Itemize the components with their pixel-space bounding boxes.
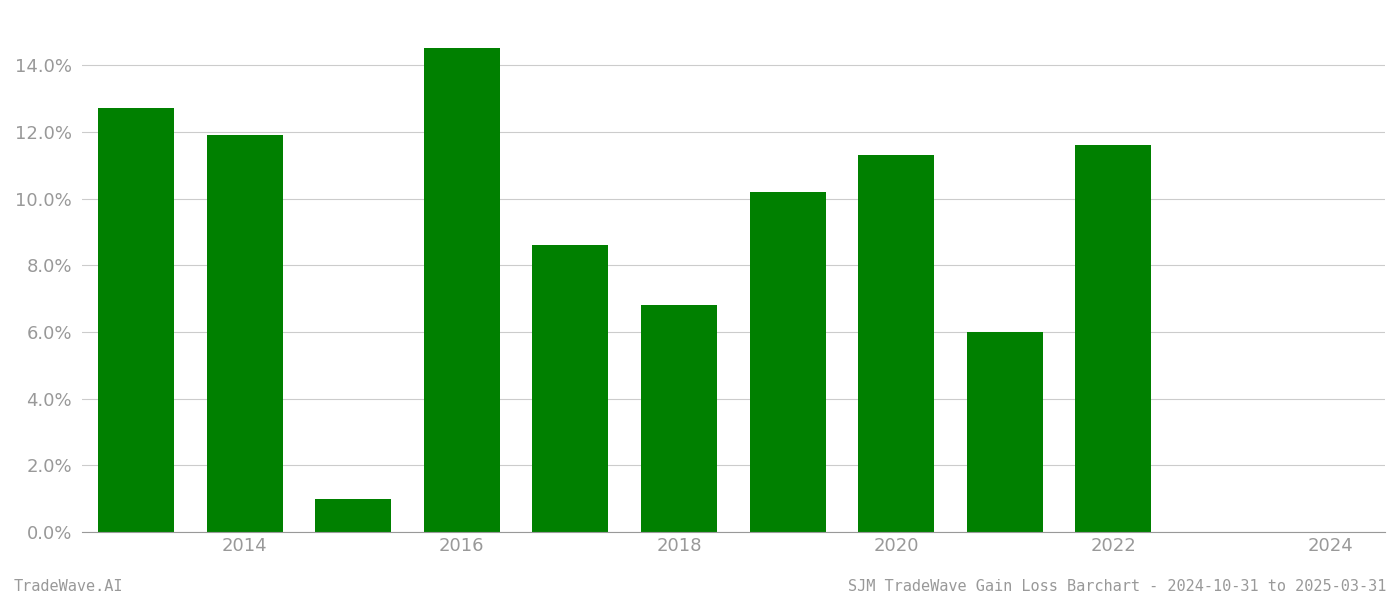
Bar [98,109,174,532]
Text: SJM TradeWave Gain Loss Barchart - 2024-10-31 to 2025-03-31: SJM TradeWave Gain Loss Barchart - 2024-… [847,579,1386,594]
Bar [1075,145,1151,532]
Bar [532,245,609,532]
Bar [641,305,717,532]
Bar [749,192,826,532]
Bar [858,155,934,532]
Bar [207,135,283,532]
Bar [967,332,1043,532]
Text: TradeWave.AI: TradeWave.AI [14,579,123,594]
Bar [315,499,391,532]
Bar [424,49,500,532]
